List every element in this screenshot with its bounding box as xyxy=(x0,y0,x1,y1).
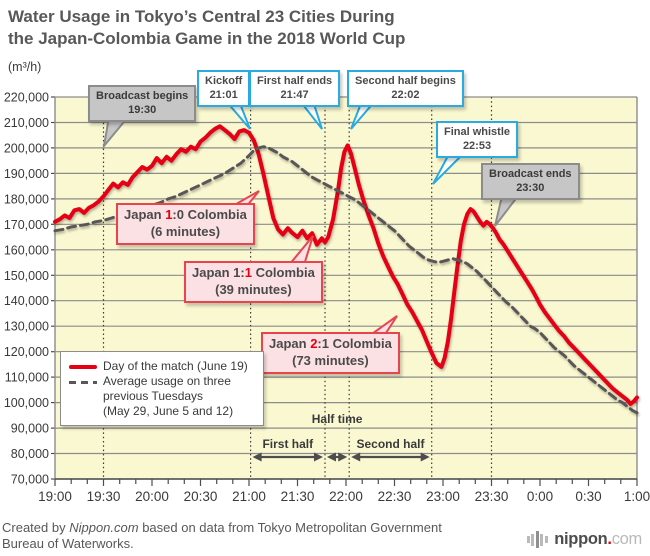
phase-label-second-half: Second half xyxy=(356,437,425,451)
callout-label: Second half begins xyxy=(355,75,456,87)
callout-goal-2-1: Japan 2:1 Colombia (73 minutes) xyxy=(261,332,400,374)
series-line-average xyxy=(53,145,639,415)
callout-time: 19:30 xyxy=(128,104,157,117)
legend-swatch-solid-red xyxy=(69,365,97,369)
svg-text:120,000: 120,000 xyxy=(4,345,49,359)
svg-text:23:30: 23:30 xyxy=(475,489,509,504)
goal-red-digit: 2 xyxy=(310,336,318,351)
svg-text:170,000: 170,000 xyxy=(4,218,49,232)
nippon-logo: nippon.com xyxy=(526,530,642,549)
svg-text:210,000: 210,000 xyxy=(4,116,49,130)
callout-time: 21:47 xyxy=(280,89,309,102)
callout-final-whistle: Final whistle 22:53 xyxy=(436,121,519,158)
goal-red-digit: 1 xyxy=(165,207,173,222)
svg-text:180,000: 180,000 xyxy=(4,192,49,206)
callout-time: 22:53 xyxy=(462,140,492,153)
svg-text:160,000: 160,000 xyxy=(4,243,49,257)
credit-text: Created by Nippon.com based on data from… xyxy=(2,520,442,551)
callout-goal-1-0: Japan 1:0 Colombia (6 minutes) xyxy=(116,203,255,245)
goal-minute: (39 minutes) xyxy=(215,281,292,297)
svg-text:0:30: 0:30 xyxy=(575,489,601,504)
logo-bars-icon xyxy=(526,531,550,548)
goal-score-line: Japan 1:1 Colombia xyxy=(192,265,315,280)
svg-text:130,000: 130,000 xyxy=(4,320,49,334)
callout-broadcast-ends: Broadcast ends 23:30 xyxy=(481,163,580,200)
callout-label: Kickoff xyxy=(205,75,243,87)
svg-text:140,000: 140,000 xyxy=(4,294,49,308)
svg-text:21:00: 21:00 xyxy=(232,489,266,504)
series-line-match-day xyxy=(53,124,639,406)
legend-item-average: Average usage on three previous Tuesdays… xyxy=(69,374,255,419)
svg-text:90,000: 90,000 xyxy=(11,422,49,436)
phase-label-first-half: First half xyxy=(262,437,314,451)
title-line-1: Water Usage in Tokyo’s Central 23 Cities… xyxy=(8,7,395,26)
svg-text:1:00: 1:00 xyxy=(624,489,650,504)
svg-text:150,000: 150,000 xyxy=(4,269,49,283)
svg-text:0:00: 0:00 xyxy=(527,489,553,504)
series-lines xyxy=(53,124,639,415)
chart-legend: Day of the match (June 19) Average usage… xyxy=(60,351,264,426)
svg-text:200,000: 200,000 xyxy=(4,141,49,155)
goal-red-digit: 1 xyxy=(244,265,252,280)
credit-line-1: Created by Nippon.com based on data from… xyxy=(2,520,442,535)
callout-tails xyxy=(102,100,521,337)
svg-text:22:30: 22:30 xyxy=(378,489,412,504)
svg-text:100,000: 100,000 xyxy=(4,396,49,410)
callout-label: First half ends xyxy=(257,75,333,87)
svg-text:23:00: 23:00 xyxy=(426,489,460,504)
callout-time: 22:02 xyxy=(391,89,420,102)
svg-text:20:00: 20:00 xyxy=(135,489,169,504)
callout-time: 23:30 xyxy=(516,182,545,195)
svg-text:80,000: 80,000 xyxy=(11,447,49,461)
legend-label: Day of the match (June 19) xyxy=(103,359,248,373)
goal-score-line: Japan 2:1 Colombia xyxy=(269,336,392,351)
goal-minute: (73 minutes) xyxy=(292,352,369,368)
svg-text:190,000: 190,000 xyxy=(4,167,49,181)
phase-label-half-time: Half time xyxy=(311,412,363,426)
title-line-2: the Japan-Colombia Game in the 2018 Worl… xyxy=(8,29,406,49)
callout-label: Final whistle xyxy=(444,126,511,138)
callout-label: Broadcast begins xyxy=(96,90,189,102)
svg-text:19:30: 19:30 xyxy=(87,489,121,504)
svg-text:20:30: 20:30 xyxy=(184,489,218,504)
svg-text:110,000: 110,000 xyxy=(5,371,49,385)
callout-second-half-begins: Second half begins 22:02 xyxy=(347,70,464,107)
y-axis-unit: (m³/h) xyxy=(8,60,42,74)
callout-kickoff: Kickoff 21:01 xyxy=(197,70,251,107)
x-ticks-and-labels: 19:00 19:30 20:00 20:30 21:00 21:30 22:00 22:30… xyxy=(38,479,650,504)
callout-label: Broadcast ends xyxy=(489,168,572,180)
goal-minute: (6 minutes) xyxy=(150,223,221,239)
svg-text:21:30: 21:30 xyxy=(281,489,315,504)
credit-line-2: Bureau of Waterworks. xyxy=(2,535,134,551)
callout-first-half-ends: First half ends 21:47 xyxy=(249,70,341,107)
logo-wordmark: nippon.com xyxy=(554,530,642,548)
legend-label: Average usage on three previous Tuesdays… xyxy=(103,374,234,418)
legend-swatch-dashed-gray xyxy=(69,381,97,384)
svg-text:22:00: 22:00 xyxy=(329,489,363,504)
callout-time: 21:01 xyxy=(209,89,238,102)
svg-text:70,000: 70,000 xyxy=(11,473,49,487)
svg-text:220,000: 220,000 xyxy=(4,91,49,105)
callout-goal-1-1: Japan 1:1 Colombia (39 minutes) xyxy=(184,261,323,303)
page-title: Water Usage in Tokyo’s Central 23 Cities… xyxy=(8,6,642,50)
svg-text:19:00: 19:00 xyxy=(38,489,72,504)
callout-broadcast-begins: Broadcast begins 19:30 xyxy=(88,85,197,122)
phase-arrows xyxy=(252,452,430,462)
goal-score-line: Japan 1:0 Colombia xyxy=(124,207,247,222)
legend-item-match-day: Day of the match (June 19) xyxy=(69,359,255,374)
